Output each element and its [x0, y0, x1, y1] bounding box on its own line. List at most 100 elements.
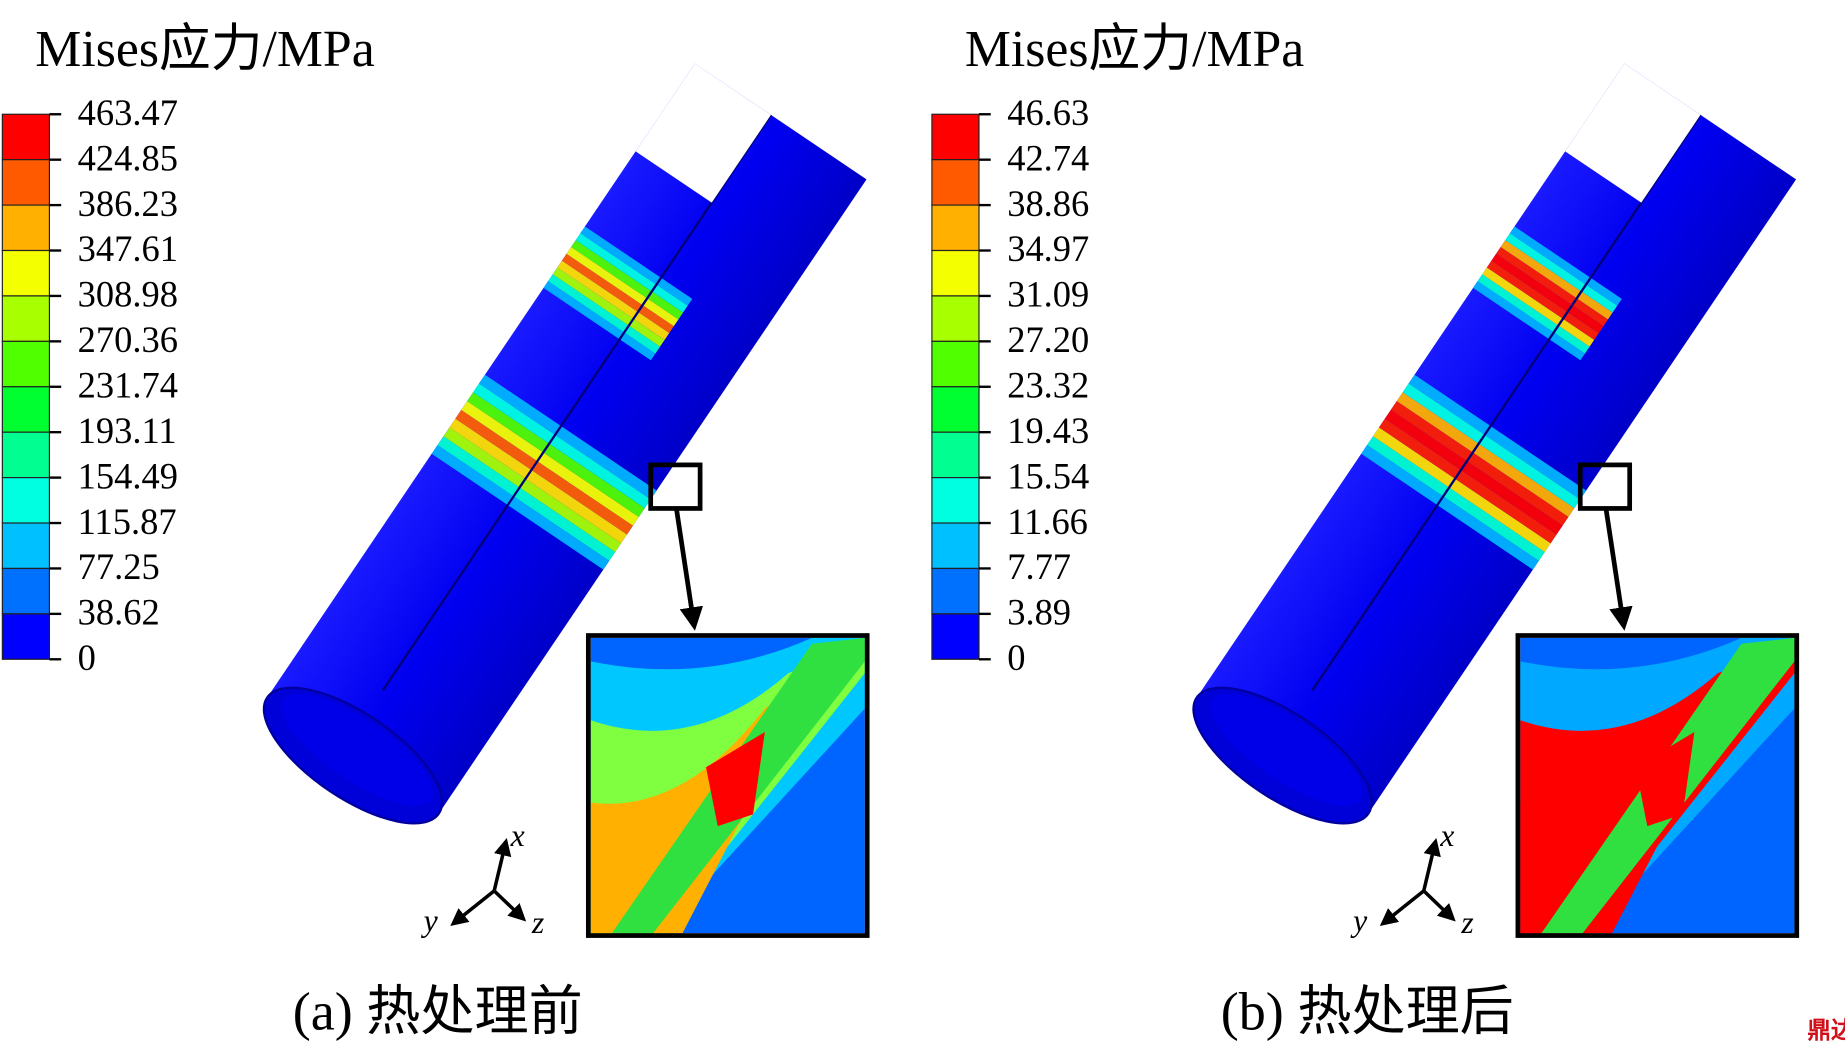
legend-swatch — [1, 340, 51, 388]
stress-band — [575, 233, 688, 313]
panel: Mises应力/MPa 463.47 424.85 386.23 347.61 308.9… — [1, 21, 870, 1042]
legend-label: 424.85 — [78, 138, 178, 178]
legend-label: 347.61 — [78, 229, 178, 269]
legend-label: 23.32 — [1007, 366, 1089, 406]
legend-label: 34.97 — [1007, 229, 1089, 269]
stress-band — [1509, 226, 1622, 306]
stress-band — [1384, 409, 1563, 535]
zoom-arrow — [1603, 509, 1633, 631]
inset — [585, 633, 870, 938]
legend-swatch — [1, 477, 51, 524]
legend-label: 193.11 — [78, 411, 177, 451]
stress-band — [557, 260, 670, 340]
axis-arrow — [492, 837, 512, 892]
axis-arrow — [1422, 837, 1441, 892]
legend-swatch — [1, 431, 51, 479]
legend-label: 115.87 — [78, 502, 177, 542]
legend-swatch — [931, 522, 980, 570]
stress-band — [1491, 253, 1604, 333]
legend-label: 0 — [1007, 638, 1025, 678]
legend-swatch — [1, 613, 51, 660]
stress-band — [449, 418, 628, 544]
stress-band — [467, 392, 645, 517]
legend-swatch — [931, 113, 980, 161]
axis-label: z — [1460, 905, 1473, 940]
stress-band — [473, 383, 651, 509]
axis-arrow — [492, 889, 527, 922]
axis-label: x — [1439, 818, 1454, 853]
legend-label: 27.20 — [1007, 320, 1089, 360]
axis-label: y — [421, 903, 439, 938]
stress-band — [1477, 274, 1590, 354]
stress-band — [443, 427, 622, 553]
legend-label: 308.98 — [78, 275, 178, 315]
caption: (b) 热处理后 — [1221, 982, 1514, 1042]
axis-arrow — [1379, 889, 1425, 927]
watermark: 鼎达信 — [1807, 1016, 1845, 1044]
stress-band — [1486, 260, 1599, 340]
legend-title: Mises应力/MPa — [35, 21, 374, 78]
legend-swatch — [1, 567, 51, 615]
stress-band — [455, 409, 633, 535]
inset-frame — [1515, 633, 1800, 938]
inset-hot — [705, 732, 765, 827]
legend-swatch — [931, 159, 980, 206]
zoom-box — [648, 462, 703, 511]
stress-band — [571, 240, 684, 320]
stress-band — [1496, 246, 1609, 327]
pipe-end-inner — [280, 693, 434, 806]
cut-edge — [1311, 114, 1702, 692]
legend-label: 270.36 — [78, 320, 178, 360]
stress-band — [1408, 374, 1587, 500]
stress-band — [431, 444, 610, 570]
inset-frame — [585, 633, 870, 938]
stress-band — [1378, 418, 1557, 544]
legend-swatch — [931, 204, 980, 252]
legend-swatch — [1, 204, 51, 252]
legend-label: 42.74 — [1007, 138, 1089, 178]
stress-band — [1500, 240, 1613, 320]
pipe — [262, 63, 867, 825]
axis-arrow — [450, 889, 496, 927]
legend-label: 463.47 — [78, 93, 178, 133]
panel: Mises应力/MPa 46.63 42.74 38.86 34.97 31.09 27.2… — [931, 21, 1800, 1042]
legend-label: 77.25 — [78, 547, 160, 587]
stress-band — [552, 267, 665, 347]
legend-swatch — [931, 295, 980, 342]
stress-band — [437, 436, 616, 561]
legend-label: 15.54 — [1007, 456, 1089, 496]
stress-band — [561, 253, 674, 333]
legend-label: 46.63 — [1007, 93, 1089, 133]
stress-band — [1361, 444, 1539, 570]
legend-label: 3.89 — [1007, 593, 1071, 633]
legend-label: 38.86 — [1007, 184, 1089, 224]
legend-label: 0 — [78, 638, 96, 678]
inset-hot — [1635, 732, 1695, 827]
axis-label: z — [531, 905, 544, 940]
stress-band — [566, 246, 679, 327]
stress-band — [1390, 401, 1569, 526]
stress-band — [1402, 383, 1581, 509]
cut-opening — [1565, 63, 1701, 203]
legend-swatch — [1, 522, 51, 570]
legend-label: 154.49 — [78, 456, 178, 496]
caption: (a) 热处理前 — [293, 982, 583, 1042]
cut-opening — [635, 63, 771, 203]
stress-band — [1482, 267, 1595, 347]
legend-label: 11.66 — [1007, 502, 1088, 542]
legend-swatch — [1, 249, 51, 297]
stress-band — [461, 401, 639, 526]
pipe-end-inner — [1210, 693, 1363, 806]
legend-swatch — [1, 295, 51, 342]
legend-title: Mises应力/MPa — [965, 21, 1304, 78]
legend-swatch — [1, 159, 51, 206]
stress-band — [548, 274, 661, 354]
legend-swatch — [931, 249, 980, 297]
legend-label: 7.77 — [1007, 547, 1071, 587]
legend-swatch — [931, 567, 980, 615]
legend-swatch — [931, 386, 980, 433]
zoom-arrow — [674, 509, 704, 631]
legend-label: 31.09 — [1007, 275, 1089, 315]
stress-band — [580, 226, 693, 306]
